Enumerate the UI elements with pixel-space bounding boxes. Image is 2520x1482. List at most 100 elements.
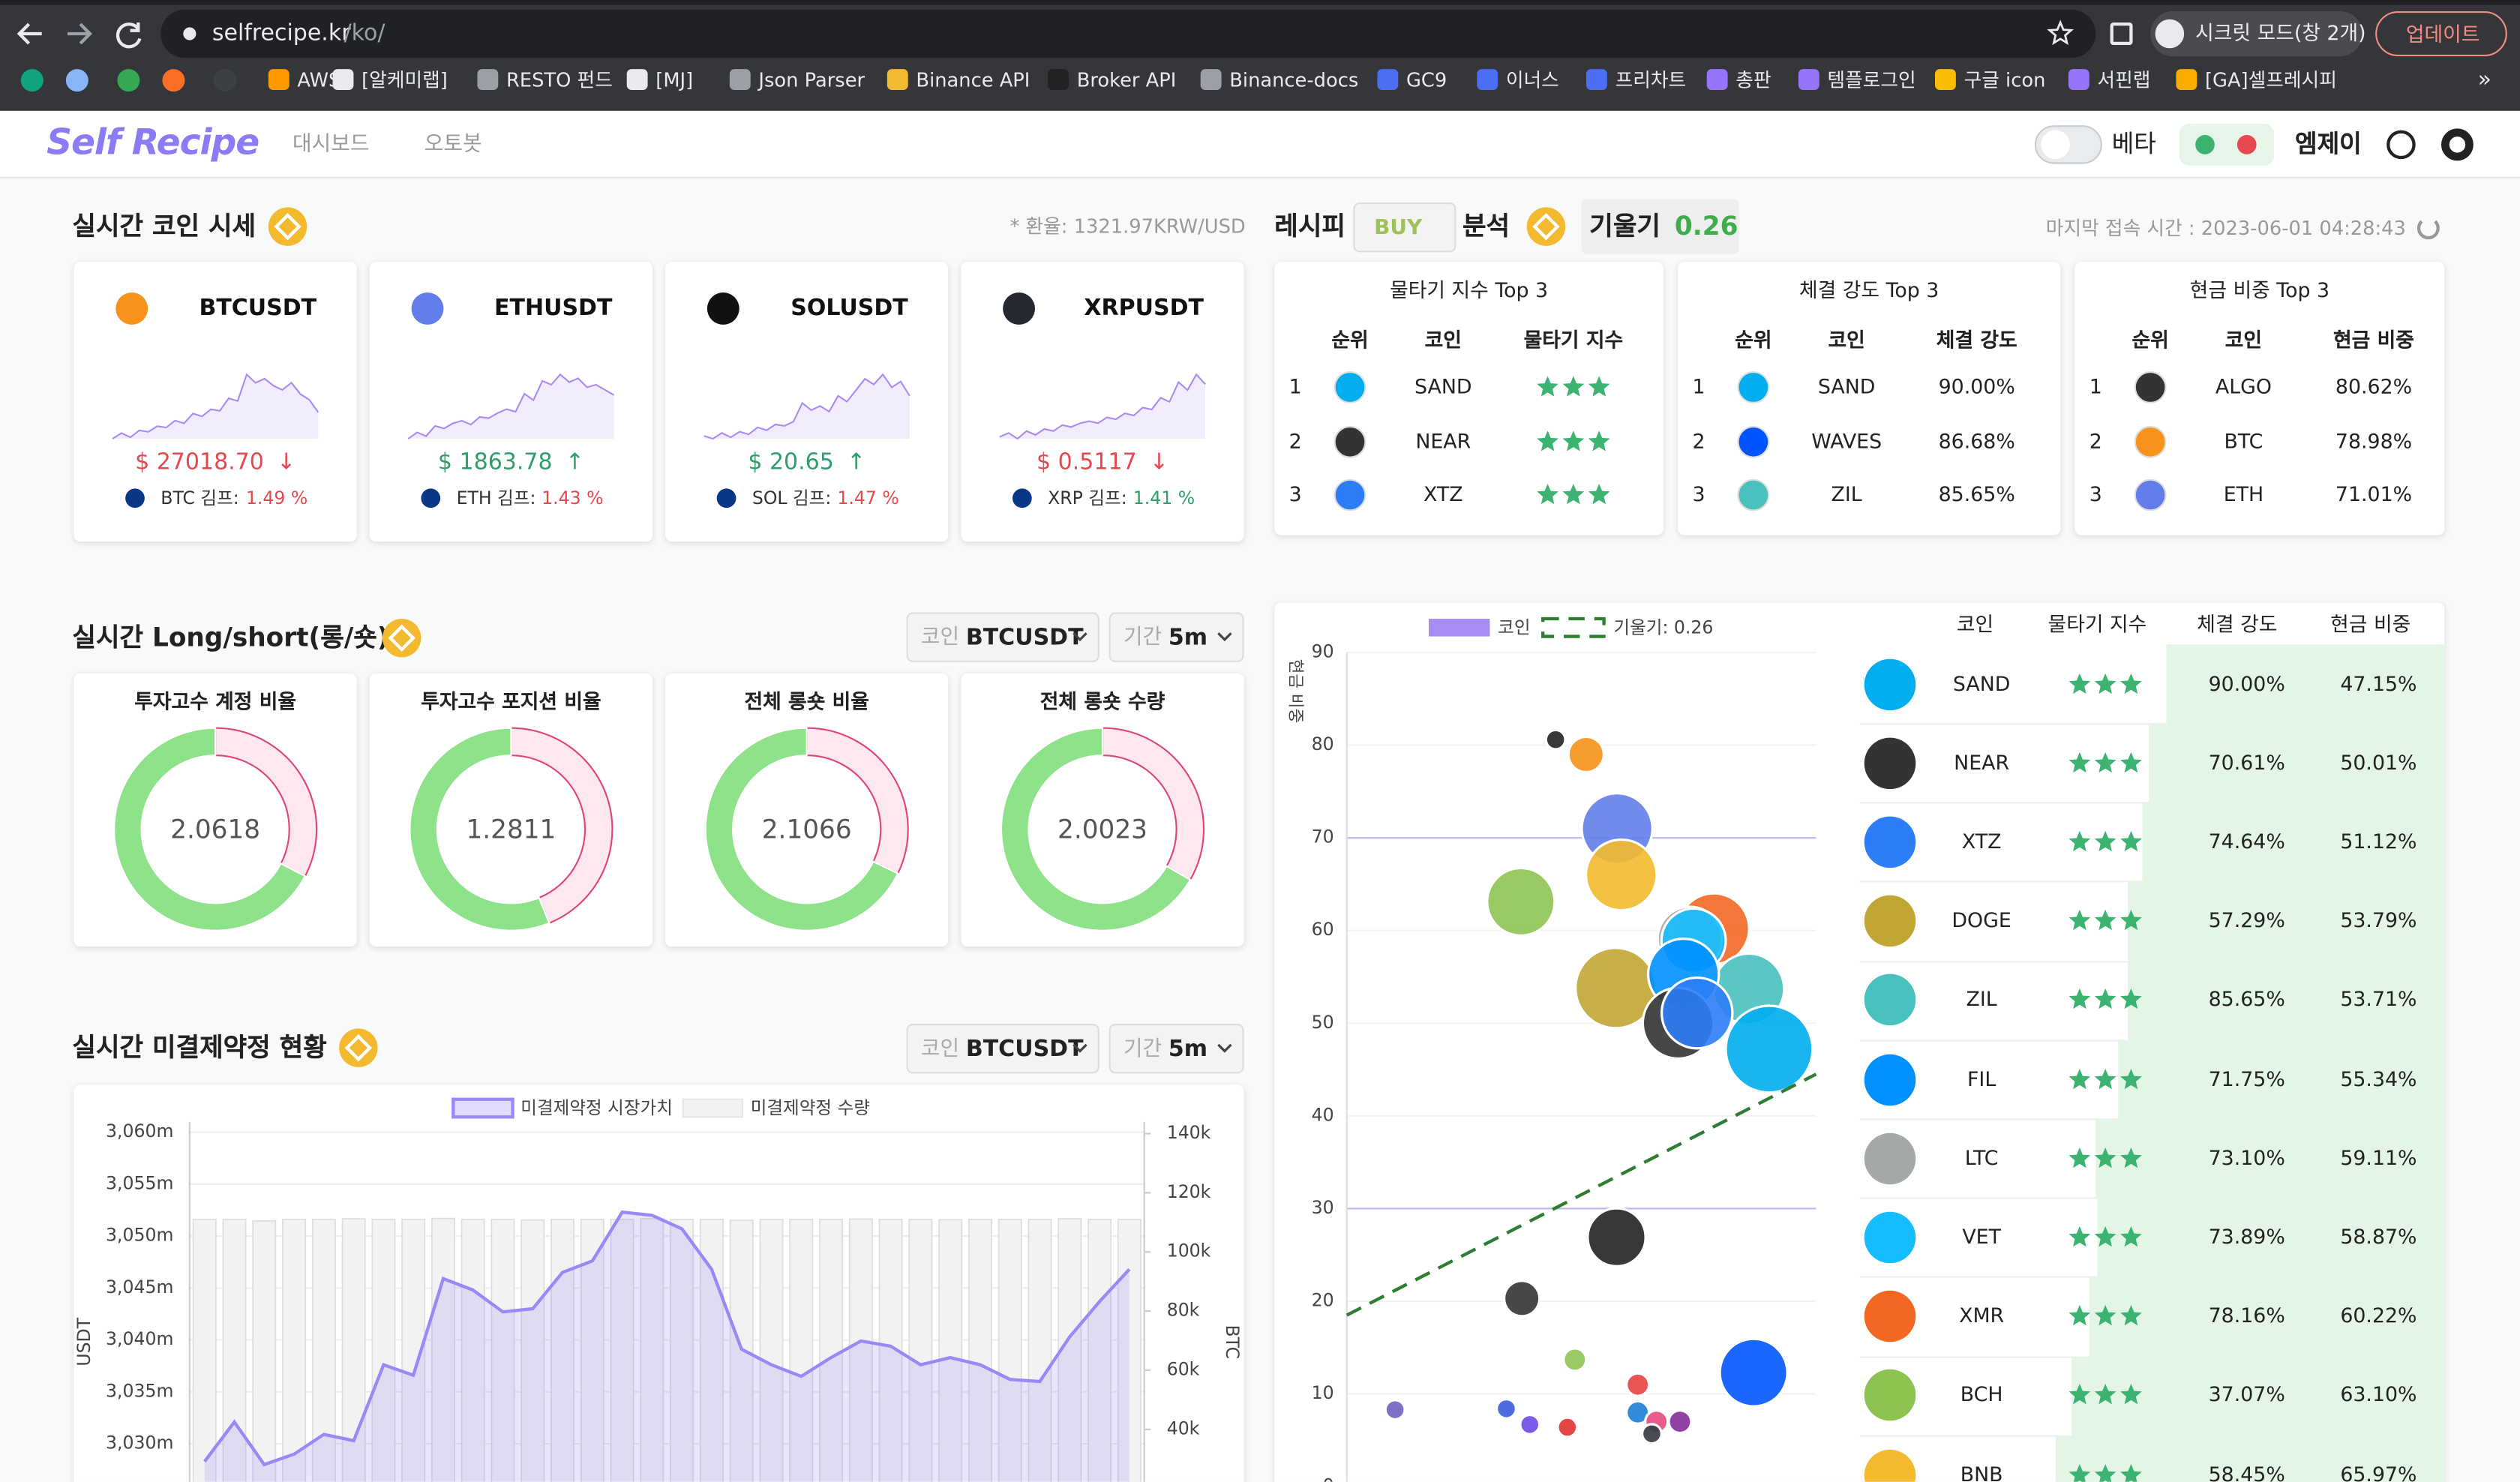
coin-icon bbox=[2134, 370, 2167, 404]
bookmark[interactable]: [GA]셀프레시피 bbox=[2205, 69, 2337, 92]
bar bbox=[640, 1218, 664, 1482]
bookmark[interactable]: 서핀랩 bbox=[2097, 69, 2151, 92]
slope-label: 기울기 bbox=[1589, 210, 1660, 242]
menu-item[interactable]: 오토봇 bbox=[424, 132, 482, 157]
address-bar[interactable]: selfrecipe.kr/ko/ bbox=[160, 9, 2096, 58]
dropdown[interactable]: 코인 BTCUSDT bbox=[906, 1024, 1100, 1074]
bookmark-more[interactable]: » bbox=[2477, 68, 2492, 94]
refresh-icon[interactable] bbox=[2416, 217, 2440, 240]
user-name[interactable]: 엠제이 bbox=[2295, 129, 2362, 159]
bookmark[interactable]: Binance-docs bbox=[1229, 69, 1359, 92]
coin-symbol: BTCUSDT bbox=[199, 296, 317, 322]
side-panel-icon bbox=[2110, 22, 2133, 45]
stars bbox=[2068, 1068, 2142, 1089]
coin-icon bbox=[1334, 424, 1366, 458]
stars bbox=[2068, 752, 2142, 772]
cash-bar bbox=[2143, 802, 2445, 882]
upbit-icon bbox=[1012, 488, 1032, 508]
star bbox=[1537, 376, 1558, 397]
coin-name: ZIL bbox=[1831, 482, 1862, 506]
bookmark-icon bbox=[729, 69, 751, 90]
stars bbox=[2068, 1463, 2142, 1482]
bar bbox=[222, 1218, 247, 1482]
bookmark[interactable]: RESTO 펀드 bbox=[506, 69, 613, 92]
star bbox=[1562, 376, 1585, 397]
bookmark[interactable]: 이너스 bbox=[1505, 69, 1559, 92]
bnb-circle bbox=[1526, 207, 1566, 246]
bar bbox=[1088, 1218, 1112, 1482]
long-arc bbox=[1000, 727, 1192, 932]
stars bbox=[2068, 672, 2142, 694]
strength: 90.00% bbox=[2208, 670, 2285, 695]
settings-icon[interactable] bbox=[2441, 128, 2474, 161]
dropdown[interactable]: 기간 5m bbox=[1108, 1024, 1244, 1074]
price-value: $ 27018.70 bbox=[135, 450, 264, 476]
bookmark[interactable]: 구글 icon bbox=[1964, 69, 2046, 92]
upbit-icon bbox=[716, 488, 736, 508]
bookmark-icon bbox=[477, 69, 499, 90]
globe-icon[interactable] bbox=[2386, 130, 2416, 160]
y2-tick-label: 120k bbox=[1167, 1181, 1211, 1202]
coin-icon bbox=[1864, 737, 1916, 789]
view-toggle[interactable] bbox=[2179, 124, 2275, 166]
top3-header: 물타기 지수 bbox=[1523, 327, 1624, 352]
dropdown[interactable]: 기간 5m bbox=[1108, 612, 1244, 662]
cash-bar bbox=[2166, 644, 2445, 724]
update-button[interactable]: 업데이트 bbox=[2375, 11, 2507, 56]
ratio-card: 투자고수 계정 비율 2.0618 bbox=[74, 673, 357, 947]
menu-item[interactable]: 대시보드 bbox=[292, 132, 370, 157]
top3-header: 코인 bbox=[1828, 327, 1865, 352]
bookmark[interactable]: 템플로그인 bbox=[1827, 69, 1916, 92]
y-tick-label: 3,045m bbox=[106, 1276, 173, 1298]
star bbox=[2068, 988, 2091, 1010]
section-title: 실시간 미결제약정 현황 bbox=[72, 1031, 327, 1063]
bookmark[interactable]: Binance API bbox=[916, 69, 1030, 92]
rank: 3 bbox=[1692, 482, 1706, 506]
bookmark[interactable]: 프리차트 bbox=[1615, 69, 1687, 92]
beta-toggle[interactable] bbox=[2034, 125, 2102, 164]
nav-buttons bbox=[16, 22, 142, 49]
dropdown[interactable]: 코인 BTCUSDT bbox=[906, 612, 1100, 662]
line-area bbox=[204, 1212, 1130, 1482]
star bbox=[1537, 484, 1558, 505]
cash: 50.01% bbox=[2340, 749, 2417, 774]
logo[interactable]: Self Recipe bbox=[46, 124, 260, 164]
chevron-path bbox=[1217, 632, 1232, 642]
table-header[interactable]: 현금 비중 bbox=[2330, 611, 2411, 637]
bookmark[interactable]: Json Parser bbox=[758, 69, 866, 92]
beta-label: 베타 bbox=[2111, 129, 2156, 159]
coin-card[interactable]: XRPUSDT $ 0.5117 ↓ XRP 김프: 1.41 % bbox=[961, 262, 1244, 542]
star bbox=[2094, 1226, 2116, 1247]
rank: 2 bbox=[1288, 428, 1302, 452]
incognito-pill[interactable]: 시크릿 모드(창 2개) bbox=[2150, 11, 2366, 56]
ratio-card: 전체 롱숏 수량 2.0023 bbox=[961, 673, 1244, 947]
coin-icon bbox=[1737, 370, 1770, 404]
bookmark-icon bbox=[162, 69, 185, 92]
slope-box bbox=[1581, 199, 1739, 254]
bookmark[interactable]: 총판 bbox=[1736, 69, 1772, 92]
bnb-icon bbox=[268, 207, 308, 246]
table-header[interactable]: 체결 강도 bbox=[2197, 611, 2278, 637]
ratio-value: 1.2811 bbox=[466, 814, 556, 844]
table-header[interactable]: 물타기 지수 bbox=[2048, 611, 2147, 637]
y2-tick-label: 60k bbox=[1167, 1358, 1200, 1379]
kimp-label: XRP 김프: bbox=[1048, 488, 1127, 509]
cash-bar bbox=[2127, 881, 2445, 961]
coin-card[interactable]: BTCUSDT $ 27018.70 ↓ BTC 김프: 1.49 % bbox=[74, 262, 357, 542]
bookmark[interactable]: [MJ] bbox=[656, 69, 694, 92]
coin-card[interactable]: SOLUSDT $ 20.65 ↑ SOL 김프: 1.47 % bbox=[665, 262, 949, 542]
coin-icon bbox=[1864, 1370, 1916, 1422]
bubble bbox=[1544, 728, 1567, 751]
long-arc bbox=[409, 727, 550, 932]
bookmark[interactable]: GC9 bbox=[1406, 69, 1448, 92]
star bbox=[2094, 1305, 2116, 1326]
bookmark[interactable]: Broker API bbox=[1076, 69, 1177, 92]
strength: 37.07% bbox=[2208, 1382, 2285, 1407]
strength: 74.64% bbox=[2208, 829, 2285, 854]
y-tick-label: 3,030m bbox=[106, 1432, 173, 1454]
coin-card[interactable]: ETHUSDT $ 1863.78 ↑ ETH 김프: 1.43 % bbox=[369, 262, 652, 542]
bookmark[interactable]: [알케미랩] bbox=[362, 69, 448, 92]
side-dropdown[interactable]: BUY bbox=[1353, 202, 1456, 253]
table-header[interactable]: 코인 bbox=[1956, 611, 1994, 637]
